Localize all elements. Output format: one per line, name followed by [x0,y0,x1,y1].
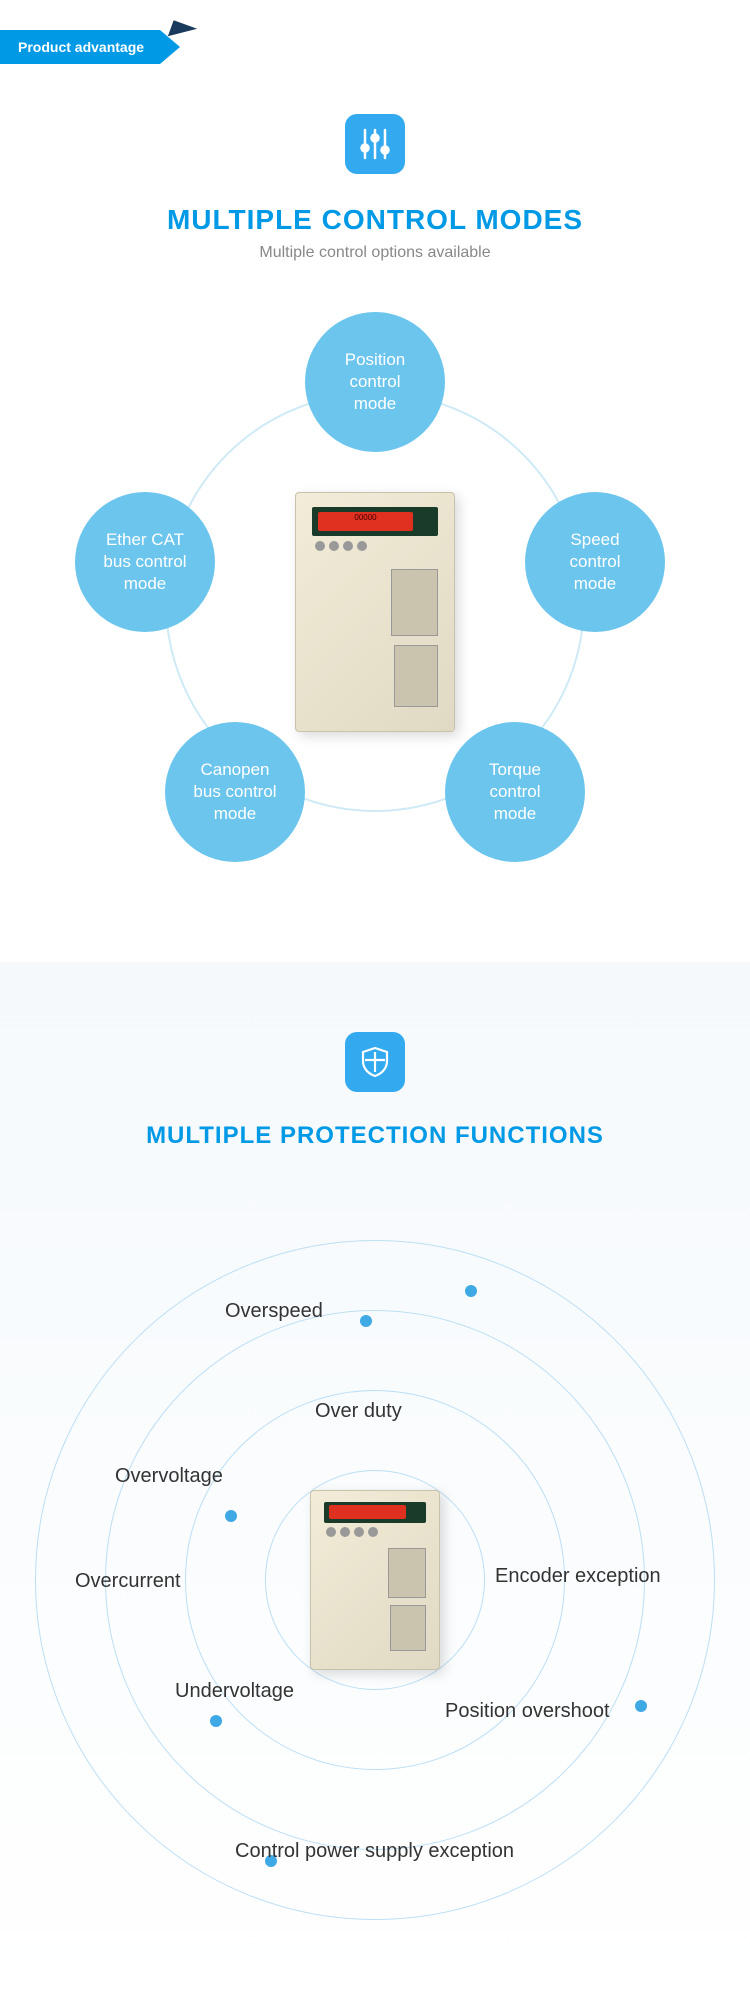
ring-dot [360,1315,372,1327]
protection-label: Overvoltage [115,1465,223,1488]
product-image: 00000 [295,492,455,732]
ribbon-label: Product advantage [0,30,160,64]
section1-title: MULTIPLE CONTROL MODES [0,204,750,236]
ring-dot [465,1285,477,1297]
protection-diagram: Overspeed Over duty Overvoltage Overcurrent… [35,1220,715,1940]
protection-label: Position overshoot [445,1700,610,1723]
ring-dot [225,1510,237,1522]
protection-label: Control power supply exception [235,1840,514,1863]
protection-label: Overspeed [225,1300,323,1323]
ring-dot [635,1700,647,1712]
product-image-small [310,1490,440,1670]
section2-title: MULTIPLE PROTECTION FUNCTIONS [0,1122,750,1150]
protection-label: Undervoltage [175,1680,294,1703]
mode-bubble: Torquecontrolmode [445,722,585,862]
mode-bubble: Positioncontrolmode [305,312,445,452]
section1-subtitle: Multiple control options available [0,244,750,262]
mode-bubble: Speedcontrolmode [525,492,665,632]
protection-label: Over duty [315,1400,402,1423]
control-modes-section: MULTIPLE CONTROL MODES Multiple control … [0,114,750,962]
protection-label: Encoder exception [495,1565,661,1588]
control-modes-diagram: PositioncontrolmodeSpeedcontrolmodeTorqu… [75,322,675,882]
shield-icon [345,1032,405,1092]
ring-dot [210,1715,222,1727]
section-ribbon: Product advantage [0,30,750,64]
mode-bubble: Ether CATbus controlmode [75,492,215,632]
mode-bubble: Canopenbus controlmode [165,722,305,862]
sliders-icon [345,114,405,174]
protection-functions-section: MULTIPLE PROTECTION FUNCTIONS OverspeedO… [0,962,750,2000]
protection-label: Overcurrent [75,1570,181,1593]
